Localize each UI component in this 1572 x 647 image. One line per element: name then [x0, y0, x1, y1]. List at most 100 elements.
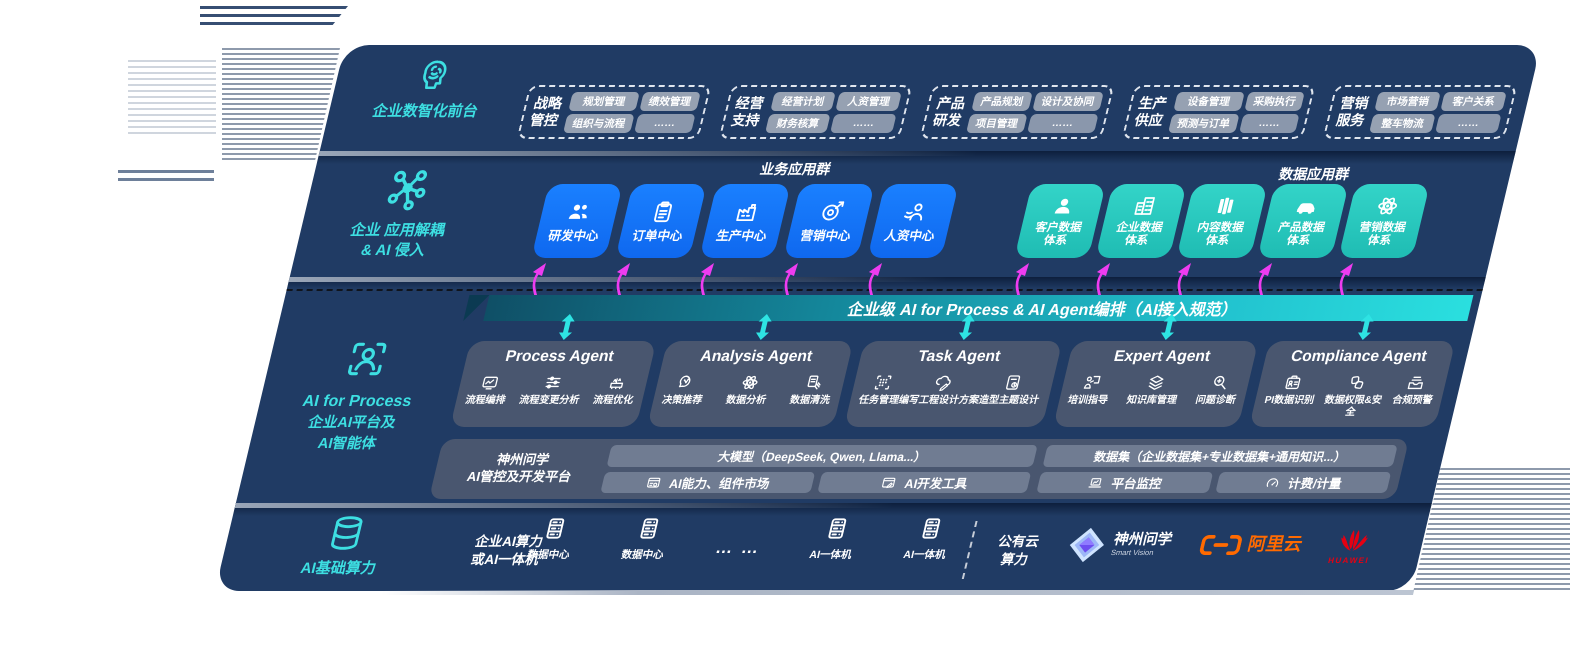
design-doc-icon	[1001, 373, 1025, 392]
platform-cell-label: AI能力、组件市场	[667, 477, 771, 491]
agent-card-task-agent: Task Agent 任务管理 编写工程设计方案 造型主题设计	[843, 314, 1062, 427]
business-app-box: 营销中心	[782, 184, 875, 314]
capability-chip: 设备管理	[1173, 91, 1245, 111]
machine-icon	[606, 373, 630, 392]
agent-card-process-agent: Process Agent 流程编排 流程变更分析 流程优化	[449, 314, 657, 427]
agent-capability: 数据清洗	[788, 373, 836, 407]
agent-title: Task Agent	[916, 348, 1003, 365]
capability-chip: ……	[1435, 113, 1502, 133]
model-bar: 大模型（DeepSeek, Qwen, Llama...）	[606, 445, 1039, 467]
group-chips: 产品规划 设计及协同 项目管理……	[966, 91, 1104, 133]
atom-icon	[738, 373, 762, 392]
infra-node-row: 数据中心 数据中心 … … AI一体机 AI一体机	[510, 515, 971, 562]
agent-items: 决策推荐 数据分析 数据清洗	[652, 366, 847, 407]
infra-node-label: 数据中心	[526, 549, 571, 561]
front-office-group-1: 战略 管控 规划管理 绩效管理 组织与流程……	[516, 85, 712, 139]
app-box-label: 生产中心	[714, 228, 769, 243]
deco-stripes-right	[1413, 468, 1570, 590]
factory-icon	[731, 199, 763, 225]
atom-icon	[1373, 194, 1403, 218]
capability-chip: 设计及协同	[1032, 91, 1104, 111]
cloud-pen-icon	[931, 373, 955, 392]
server-icon	[820, 515, 853, 542]
smartvision-logo	[1063, 526, 1110, 564]
training-icon	[1080, 373, 1104, 392]
capability-chip: 预测与订单	[1167, 113, 1240, 133]
agent-capability-label: 任务管理	[857, 395, 901, 406]
architecture-panel: 企业数智化前台 战略 管控 规划管理 绩效管理 组织与流程…… 经营 支持 经营计划 人资管理财…	[214, 45, 1542, 595]
vendor-阿里云: 阿里云	[1198, 534, 1304, 556]
vendor-神州问学: 神州问学 Smart Vision	[1063, 526, 1175, 564]
agent-title: Expert Agent	[1112, 348, 1213, 365]
group-name: 战略 管控	[528, 95, 565, 128]
platform-dataset-section: 数据集（企业数据集+专业数据集+通用知识...） 平台监控 计费/计量	[1036, 445, 1398, 493]
data-app-box: 客户数据 体系	[1013, 184, 1106, 314]
capability-chip: ……	[830, 113, 897, 133]
infra-node-label: 数据中心	[620, 549, 665, 561]
agent-capability: 编写工程设计方案	[897, 373, 985, 407]
group-name: 产品 研发	[931, 95, 968, 128]
id-card-icon	[1282, 373, 1306, 392]
market-icon	[644, 475, 664, 491]
vendor-name: HUAWEI	[1327, 555, 1371, 565]
vendor-name: 神州问学	[1112, 531, 1175, 548]
person-scan-icon	[277, 337, 457, 381]
panel-bottom-highlight	[381, 590, 1415, 595]
agent-capability-label: 流程优化	[591, 395, 635, 406]
clean-icon	[802, 373, 826, 392]
agent-title: Compliance Agent	[1289, 348, 1429, 365]
devtools-icon	[879, 475, 899, 491]
infra-label-block: AI基础算力	[266, 513, 421, 578]
platform-label: 神州问学 AI管控及开发平台	[465, 452, 573, 484]
agent-cards-row: Process Agent 流程编排 流程变更分析 流程优化 Analysis Agen…	[449, 314, 1456, 427]
app-box-label: 产品数据 体系	[1277, 221, 1326, 247]
front-office-group-4: 生产 供应 设备管理 采购执行 预测与订单……	[1121, 85, 1316, 139]
platform-cell: 计费/计量	[1215, 472, 1392, 493]
capability-chip: 绩效管理	[639, 91, 701, 111]
capability-chip: ……	[1238, 113, 1301, 133]
business-app-box: 人资中心	[866, 184, 959, 314]
agent-capability-label: 数据分析	[724, 395, 768, 406]
capability-chip: ……	[1026, 113, 1099, 133]
data-app-box: 营销数据 体系	[1337, 184, 1430, 314]
group-name: 生产 供应	[1133, 95, 1169, 128]
infra-node: AI一体机	[792, 515, 877, 562]
agent-title: Analysis Agent	[698, 348, 815, 365]
layers-icon	[1144, 373, 1168, 392]
gauge-icon	[1262, 475, 1282, 491]
app-box-label: 人资中心	[882, 228, 937, 243]
platform-left-cells: AI能力、组件市场 AI开发工具	[600, 472, 1032, 493]
database-icon	[272, 513, 422, 553]
data-app-box: 企业数据 体系	[1094, 184, 1187, 314]
public-cloud-label: 公有云 算力	[996, 534, 1041, 568]
huawei-logo	[1335, 525, 1372, 555]
alert-mail-icon	[1405, 373, 1429, 392]
deco-stripes-top	[200, 6, 348, 28]
task-grid-icon	[871, 373, 895, 392]
business-app-box: 研发中心	[530, 184, 623, 314]
infra-node: AI一体机	[886, 515, 971, 562]
people-icon	[563, 199, 595, 225]
hr-icon	[899, 199, 931, 225]
deco-stripes-left-small	[118, 170, 214, 182]
capability-chip: 市场营销	[1374, 91, 1442, 111]
cyan-updown-arrow	[558, 314, 575, 340]
decouple-title: 企业 应用解耦 & AI 侵入	[348, 222, 447, 260]
app-box-label: 营销数据 体系	[1358, 221, 1407, 247]
platform-cell: AI开发工具	[817, 472, 1032, 493]
data-apps-title: 数据应用群	[1277, 166, 1352, 182]
agent-capability-label: 数据权限&安全	[1323, 395, 1384, 418]
front-office-group-3: 产品 研发 产品规划 设计及协同 项目管理……	[919, 85, 1115, 139]
platform-cell: 平台监控	[1036, 472, 1214, 493]
server-icon	[914, 515, 947, 542]
infra-node-label: AI一体机	[902, 549, 947, 561]
platform-cell-label: AI开发工具	[903, 477, 969, 491]
agent-capability: 流程优化	[592, 373, 640, 407]
agent-capability-label: 造型主题设计	[977, 395, 1041, 406]
group-chips: 经营计划 人资管理 财务核算……	[764, 91, 903, 133]
agent-capability-label: 编写工程设计方案	[897, 395, 981, 406]
agent-items: 流程编排 流程变更分析 流程优化	[455, 366, 650, 407]
dataset-bar: 数据集（企业数据集+专业数据集+通用知识...）	[1042, 445, 1398, 467]
monitor-icon	[1086, 475, 1106, 491]
